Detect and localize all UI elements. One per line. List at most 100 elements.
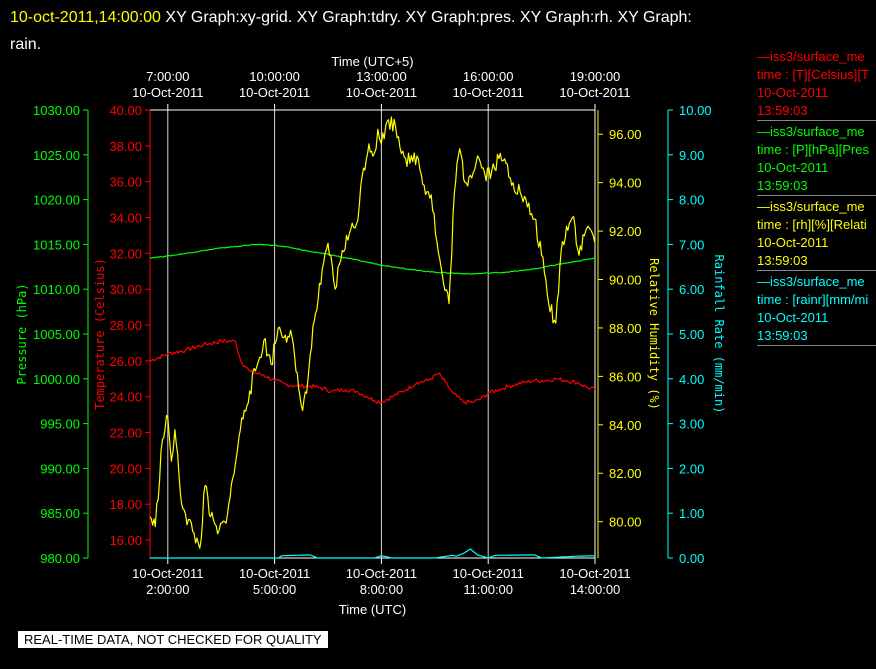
- x-top-tick-label-time: 13:00:00: [356, 69, 407, 84]
- pressure-tick-label: 980.00: [40, 551, 80, 566]
- rain-tick-label: 7.00: [679, 237, 704, 252]
- humidity-series-line: [149, 116, 596, 549]
- humidity-axis-label: Relative Humidity (%): [647, 258, 661, 410]
- title-timestamp: 10-oct-2011,14:00:00: [10, 9, 161, 26]
- humidity-tick-label: 96.00: [609, 127, 642, 142]
- x-tick-label-date: 10-Oct-2011: [453, 566, 524, 581]
- humidity-tick-label: 86.00: [609, 369, 642, 384]
- legend-line1: time : [rh][%][Relati: [757, 217, 867, 232]
- pressure-tick-label: 1015.00: [33, 237, 80, 252]
- temperature-tick-label: 26.00: [109, 354, 142, 369]
- x-tick-label-date: 10-Oct-2011: [346, 566, 417, 581]
- x-tick-label-time: 2:00:00: [146, 582, 189, 597]
- x-top-tick-label-date: 10-Oct-2011: [346, 85, 417, 100]
- x-tick-label-time: 8:00:00: [360, 582, 403, 597]
- x-tick-label-date: 10-Oct-2011: [239, 566, 310, 581]
- x-top-tick-label-time: 10:00:00: [249, 69, 300, 84]
- rain-tick-label: 8.00: [679, 193, 704, 208]
- legend: —iss3/surface_me time : [T][Celsius][T 10-…: [757, 48, 876, 348]
- pressure-tick-label: 1020.00: [33, 193, 80, 208]
- temperature-tick-label: 24.00: [109, 390, 142, 405]
- legend-time: 13:59:03: [757, 103, 808, 118]
- x-tick-label-time: 14:00:00: [570, 582, 621, 597]
- x-top-tick-label-date: 10-Oct-2011: [239, 85, 310, 100]
- rain-tick-label: 3.00: [679, 417, 704, 432]
- humidity-tick-label: 82.00: [609, 466, 642, 481]
- legend-time: 13:59:03: [757, 328, 808, 343]
- rain-tick-label: 5.00: [679, 327, 704, 342]
- rain-axis-label: Rainfall Rate (mm/min): [712, 255, 726, 414]
- temperature-tick-label: 30.00: [109, 282, 142, 297]
- temperature-series-line: [149, 338, 596, 405]
- x-top-tick-label-date: 10-Oct-2011: [453, 85, 524, 100]
- temperature-tick-label: 20.00: [109, 461, 142, 476]
- rain-tick-label: 1.00: [679, 506, 704, 521]
- rain-series-line: [150, 548, 595, 559]
- temperature-tick-label: 32.00: [109, 246, 142, 261]
- temperature-tick-label: 18.00: [109, 497, 142, 512]
- legend-date: 10-Oct-2011: [757, 85, 829, 100]
- pressure-tick-label: 1005.00: [33, 327, 80, 342]
- temperature-tick-label: 38.00: [109, 139, 142, 154]
- legend-name: —iss3/surface_me: [757, 124, 865, 139]
- temperature-tick-label: 28.00: [109, 318, 142, 333]
- x-top-tick-label-time: 19:00:00: [570, 69, 621, 84]
- pressure-tick-label: 985.00: [40, 506, 80, 521]
- legend-date: 10-Oct-2011: [757, 160, 829, 175]
- humidity-tick-label: 92.00: [609, 224, 642, 239]
- pressure-tick-label: 1010.00: [33, 282, 80, 297]
- pressure-axis-label: Pressure (hPa): [15, 283, 29, 384]
- x-top-tick-label-time: 16:00:00: [463, 69, 514, 84]
- quality-banner: REAL-TIME DATA, NOT CHECKED FOR QUALITY: [18, 631, 328, 648]
- rain-tick-label: 9.00: [679, 148, 704, 163]
- pressure-tick-label: 1000.00: [33, 372, 80, 387]
- x-tick-label-date: 10-Oct-2011: [132, 566, 203, 581]
- rain-tick-label: 2.00: [679, 461, 704, 476]
- rain-tick-label: 10.00: [679, 103, 712, 118]
- legend-name: —iss3/surface_me: [757, 274, 865, 289]
- pressure-tick-label: 990.00: [40, 461, 80, 476]
- legend-time: 13:59:03: [757, 253, 808, 268]
- x-top-tick-label-time: 7:00:00: [146, 69, 189, 84]
- legend-name: —iss3/surface_me: [757, 49, 865, 64]
- x-tick-label-time: 5:00:00: [253, 582, 296, 597]
- legend-date: 10-Oct-2011: [757, 310, 829, 325]
- humidity-tick-label: 90.00: [609, 273, 642, 288]
- temperature-tick-label: 36.00: [109, 175, 142, 190]
- rain-tick-label: 0.00: [679, 551, 704, 566]
- temperature-tick-label: 40.00: [109, 103, 142, 118]
- legend-date: 10-Oct-2011: [757, 235, 829, 250]
- legend-line1: time : [P][hPa][Pres: [757, 142, 869, 157]
- legend-line1: time : [T][Celsius][T: [757, 67, 869, 82]
- temperature-tick-label: 22.00: [109, 426, 142, 441]
- title-text: XY Graph:xy-grid. XY Graph:tdry. XY Grap…: [165, 9, 692, 26]
- x-tick-label-time: 11:00:00: [463, 582, 513, 597]
- temperature-tick-label: 16.00: [109, 533, 142, 548]
- pressure-tick-label: 995.00: [40, 417, 80, 432]
- x-top-tick-label-date: 10-Oct-2011: [132, 85, 203, 100]
- humidity-tick-label: 88.00: [609, 321, 642, 336]
- humidity-tick-label: 84.00: [609, 418, 642, 433]
- title-text-line2: rain.: [10, 36, 42, 53]
- legend-line1: time : [rainr][mm/mi: [757, 292, 869, 307]
- humidity-tick-label: 80.00: [609, 515, 642, 530]
- chart-title: 10-oct-2011,14:00:00 XY Graph:xy-grid. X…: [10, 4, 860, 58]
- x-tick-label-date: 10-Oct-2011: [559, 566, 630, 581]
- pressure-series-line: [149, 243, 596, 275]
- pressure-tick-label: 1030.00: [33, 103, 80, 118]
- pressure-tick-label: 1025.00: [33, 148, 80, 163]
- x-axis-label: Time (UTC): [339, 602, 406, 617]
- rain-tick-label: 6.00: [679, 282, 704, 297]
- temperature-axis-label: Temperature (Celsius): [93, 258, 107, 410]
- plot-frame: [149, 109, 596, 559]
- humidity-tick-label: 94.00: [609, 176, 642, 191]
- legend-time: 13:59:03: [757, 178, 808, 193]
- x-top-axis-label: Time (UTC+5): [331, 54, 413, 69]
- legend-name: —iss3/surface_me: [757, 199, 865, 214]
- temperature-tick-label: 34.00: [109, 211, 142, 226]
